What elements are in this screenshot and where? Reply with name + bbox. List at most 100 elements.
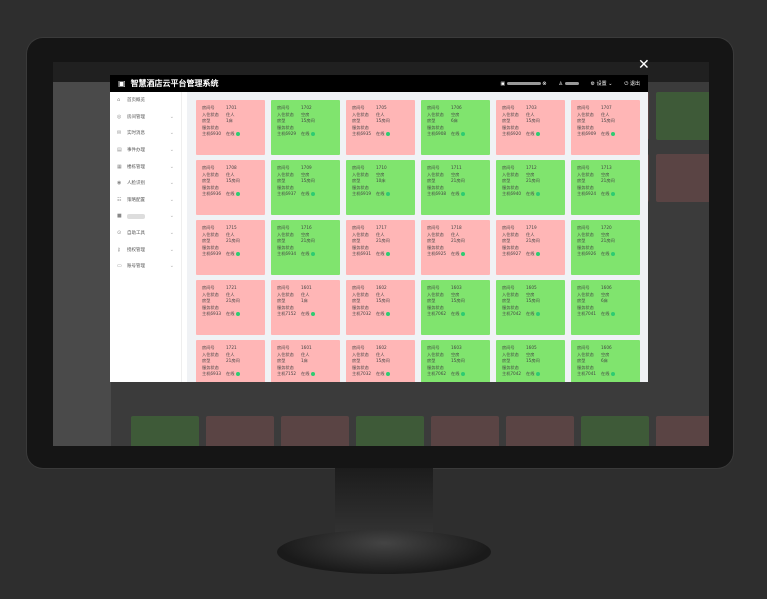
room-card[interactable]: 房间号 1719 入住状态 住人 房型 21房间 服务状态 主机6927 在线 <box>496 220 565 275</box>
online-dot-icon <box>536 312 541 317</box>
host-id: 主机6933 <box>202 371 222 377</box>
label-room: 房间号 <box>352 225 365 230</box>
checkin-status: 住人 <box>376 231 385 237</box>
label-room: 房间号 <box>277 225 290 230</box>
online-dot-icon <box>236 312 241 317</box>
online-dot-icon <box>536 252 541 257</box>
online-status: 在线 <box>526 191 541 198</box>
sidebar-item[interactable]: ☷ 策略配置 ⌄ <box>110 192 181 209</box>
host-id: 主机7062 <box>427 311 447 317</box>
room-card[interactable]: 房间号 1713 入住状态 空房 房型 21房间 服务状态 主机6924 在线 <box>571 160 640 215</box>
sidebar-item[interactable]: ⊙ 自助工具 ⌄ <box>110 225 181 242</box>
sidebar-item[interactable]: ▭ 账号管理 ⌄ <box>110 258 181 275</box>
host-id: 主机6930 <box>202 131 222 137</box>
label-checkin: 入住状态 <box>277 111 294 117</box>
host-id: 主机7032 <box>352 311 372 317</box>
online-status: 在线 <box>451 371 466 378</box>
room-card[interactable]: 房间号 1707 入住状态 住人 房型 15房间 服务状态 主机6909 在线 <box>571 100 640 155</box>
room-number: 1606 <box>601 345 612 350</box>
sidebar-item[interactable]: ▤ 事件办理 ⌄ <box>110 142 181 159</box>
label-service: 服务状态 <box>277 364 294 370</box>
room-card[interactable]: 房间号 1701 入住状态 住人 房型 1床 服务状态 主机6930 在线 <box>196 100 265 155</box>
room-number: 1705 <box>376 105 387 110</box>
checkin-status: 住人 <box>301 291 310 297</box>
label-type: 房型 <box>577 358 586 364</box>
checkin-status: 空房 <box>301 231 310 237</box>
checkin-status: 空房 <box>526 351 535 357</box>
host-id: 主机6925 <box>427 251 447 257</box>
label-room: 房间号 <box>202 165 215 170</box>
room-card[interactable]: 房间号 1710 入住状态 空房 房型 10床 服务状态 主机6919 在线 <box>346 160 415 215</box>
room-card[interactable]: 房间号 1717 入住状态 住人 房型 21房间 服务状态 主机6931 在线 <box>346 220 415 275</box>
user-menu[interactable]: ♙ <box>558 81 579 87</box>
room-card[interactable]: 房间号 1721 入住状态 住人 房型 21房间 服务状态 主机6933 在线 <box>196 280 265 335</box>
room-card[interactable]: 房间号 1606 入住状态 空房 房型 6床 服务状态 主机7041 在线 <box>571 340 640 382</box>
room-card[interactable]: 房间号 1718 入住状态 住人 房型 21房间 服务状态 主机6925 在线 <box>421 220 490 275</box>
user-account[interactable]: ▣ ⊗ <box>500 80 547 87</box>
label-type: 房型 <box>277 358 286 364</box>
chevron-down-icon: ⌄ <box>169 230 174 237</box>
label-room: 房间号 <box>352 165 365 170</box>
room-number: 1701 <box>226 105 237 110</box>
sidebar-item[interactable]: ■ ⌄ <box>110 208 181 225</box>
room-card[interactable]: 房间号 1711 入住状态 空房 房型 21房间 服务状态 主机6938 在线 <box>421 160 490 215</box>
sidebar-item[interactable]: ◎ 房间管理 ⌄ <box>110 109 181 126</box>
label-checkin: 入住状态 <box>352 111 369 117</box>
online-dot-icon <box>536 372 541 377</box>
close-icon[interactable]: ✕ <box>638 57 650 73</box>
label-checkin: 入住状态 <box>352 291 369 297</box>
label-service: 服务状态 <box>202 184 219 190</box>
label-room: 房间号 <box>502 105 515 110</box>
sidebar-item[interactable]: ✉ 实时消息 ⌄ <box>110 125 181 142</box>
background-card <box>206 416 274 446</box>
room-card[interactable]: 房间号 1709 入住状态 空房 房型 15房间 服务状态 主机6937 在线 <box>271 160 340 215</box>
label-service: 服务状态 <box>502 304 519 310</box>
room-card[interactable]: 房间号 1602 入住状态 住人 房型 15房间 服务状态 主机7032 在线 <box>346 340 415 382</box>
room-card[interactable]: 房间号 1601 入住状态 住人 房型 1床 服务状态 主机7152 在线 <box>271 280 340 335</box>
room-number: 1602 <box>376 345 387 350</box>
online-dot-icon <box>236 192 241 197</box>
room-card[interactable]: 房间号 1602 入住状态 住人 房型 15房间 服务状态 主机7032 在线 <box>346 280 415 335</box>
room-card[interactable]: 房间号 1605 入住状态 空房 房型 15房间 服务状态 主机7042 在线 <box>496 340 565 382</box>
room-card[interactable]: 房间号 1606 入住状态 空房 房型 6床 服务状态 主机7041 在线 <box>571 280 640 335</box>
room-card[interactable]: 房间号 1605 入住状态 空房 房型 15房间 服务状态 主机7042 在线 <box>496 280 565 335</box>
room-card[interactable]: 房间号 1712 入住状态 空房 房型 21房间 服务状态 主机6940 在线 <box>496 160 565 215</box>
room-number: 1711 <box>451 165 462 170</box>
sidebar-item[interactable]: ⌂ 首页概览 <box>110 92 181 109</box>
room-card[interactable]: 房间号 1721 入住状态 住人 房型 21房间 服务状态 主机6933 在线 <box>196 340 265 382</box>
host-id: 主机7042 <box>502 371 522 377</box>
label-room: 房间号 <box>427 225 440 230</box>
online-status: 在线 <box>376 191 391 198</box>
label-checkin: 入住状态 <box>502 291 519 297</box>
location-icon: ⊙ <box>117 230 122 237</box>
room-card[interactable]: 房间号 1705 入住状态 住人 房型 15房间 服务状态 主机6935 在线 <box>346 100 415 155</box>
room-card[interactable]: 房间号 1603 入住状态 空房 房型 15房间 服务状态 主机7062 在线 <box>421 340 490 382</box>
sidebar-item[interactable]: ⚷ 授权管理 ⌄ <box>110 241 181 258</box>
host-id: 主机6929 <box>277 131 297 137</box>
room-card[interactable]: 房间号 1703 入住状态 住人 房型 15房间 服务状态 主机6920 在线 <box>496 100 565 155</box>
online-status: 在线 <box>526 251 541 258</box>
document-icon: ▤ <box>117 147 122 154</box>
room-card[interactable]: 房间号 1716 入住状态 空房 房型 21房间 服务状态 主机6934 在线 <box>271 220 340 275</box>
host-id: 主机6909 <box>577 131 597 137</box>
room-card[interactable]: 房间号 1603 入住状态 空房 房型 15房间 服务状态 主机7062 在线 <box>421 280 490 335</box>
label-service: 服务状态 <box>427 124 444 130</box>
room-card[interactable]: 房间号 1708 入住状态 住人 房型 15房间 服务状态 主机6936 在线 <box>196 160 265 215</box>
room-card[interactable]: 房间号 1706 入住状态 空房 房型 6床 服务状态 主机6908 在线 <box>421 100 490 155</box>
label-service: 服务状态 <box>202 304 219 310</box>
room-type: 6床 <box>451 118 458 124</box>
label-type: 房型 <box>502 118 511 124</box>
room-card[interactable]: 房间号 1715 入住状态 住人 房型 21房间 服务状态 主机6939 在线 <box>196 220 265 275</box>
room-card[interactable]: 房间号 1702 入住状态 空房 房型 15房间 服务状态 主机6929 在线 <box>271 100 340 155</box>
sidebar-item[interactable]: ▦ 楼栋管理 ⌄ <box>110 158 181 175</box>
host-id: 主机7152 <box>277 311 297 317</box>
logout-button[interactable]: ⏻ 退出 <box>624 81 640 87</box>
sidebar-item[interactable]: ◉ 人脸识别 ⌄ <box>110 175 181 192</box>
checkin-status: 空房 <box>301 111 310 117</box>
room-card[interactable]: 房间号 1720 入住状态 空房 房型 21房间 服务状态 主机6926 在线 <box>571 220 640 275</box>
room-card[interactable]: 房间号 1601 入住状态 住人 房型 1床 服务状态 主机7152 在线 <box>271 340 340 382</box>
settings-menu[interactable]: ⚙ 设置 ⌄ <box>590 81 613 87</box>
online-dot-icon <box>311 192 316 197</box>
label-checkin: 入住状态 <box>427 291 444 297</box>
chevron-down-icon: ⌄ <box>169 246 174 253</box>
